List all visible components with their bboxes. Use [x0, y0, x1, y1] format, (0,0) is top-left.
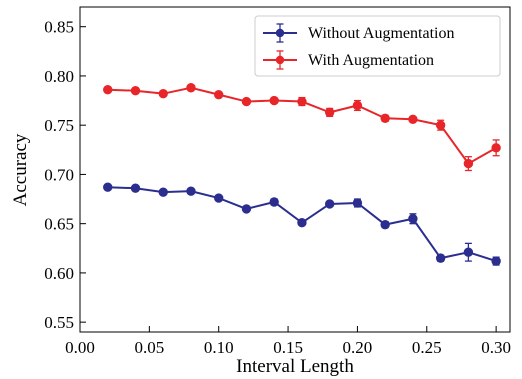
legend-box [254, 15, 501, 77]
data-point [186, 83, 196, 93]
x-tick-label: 0.10 [204, 338, 234, 357]
y-tick-label: 0.75 [44, 116, 74, 135]
data-point [214, 89, 224, 100]
data-point [380, 219, 390, 230]
data-point [491, 143, 501, 153]
data-point [380, 113, 390, 123]
data-point [297, 217, 307, 228]
x-tick-label: 0.00 [65, 338, 95, 357]
data-point [186, 186, 196, 196]
data-point [130, 183, 141, 193]
x-tick-label: 0.05 [134, 338, 164, 357]
data-point [408, 214, 418, 224]
data-point [214, 193, 224, 203]
data-point [324, 199, 335, 209]
data-point [352, 198, 363, 208]
data-point [103, 182, 113, 192]
y-tick-label: 0.55 [44, 313, 74, 332]
y-tick-label: 0.60 [44, 264, 74, 283]
series-1 [103, 83, 501, 172]
x-tick-label: 0.20 [343, 338, 373, 357]
x-tick-label: 0.25 [412, 338, 442, 357]
legend-label: Without Augmentation [308, 25, 454, 42]
legend-entry-0: Without Augmentation [263, 23, 454, 43]
y-tick-label: 0.65 [44, 215, 74, 234]
data-point [269, 95, 279, 106]
data-point [158, 187, 168, 197]
y-tick-label: 0.80 [44, 67, 74, 86]
y-tick-label: 0.85 [44, 18, 74, 37]
data-point [435, 253, 446, 263]
plot-frame [79, 6, 511, 333]
series-0 [103, 182, 501, 266]
y-axis-label: Accuracy [10, 133, 31, 206]
data-point [103, 85, 113, 95]
legend-marker [275, 55, 285, 65]
data-point [324, 107, 335, 118]
data-point [352, 100, 363, 111]
data-point [241, 96, 252, 107]
data-point [463, 247, 474, 257]
y-tick-label: 0.70 [44, 165, 74, 184]
x-axis-label: Interval Length [236, 356, 354, 377]
data-point [158, 88, 168, 99]
data-point [491, 256, 501, 266]
data-point [435, 120, 446, 130]
data-point [130, 86, 141, 96]
data-point [408, 114, 418, 124]
data-point [297, 96, 307, 107]
data-point [241, 204, 252, 214]
legend-label: With Augmentation [308, 52, 434, 69]
x-tick-label: 0.30 [481, 338, 511, 357]
x-tick-label: 0.15 [273, 338, 303, 357]
data-point [463, 158, 474, 169]
legend: Without Augmentation With Augmentation [254, 15, 501, 77]
data-point [269, 197, 279, 207]
legend-marker [275, 28, 285, 38]
legend-entry-1: With Augmentation [263, 50, 434, 70]
